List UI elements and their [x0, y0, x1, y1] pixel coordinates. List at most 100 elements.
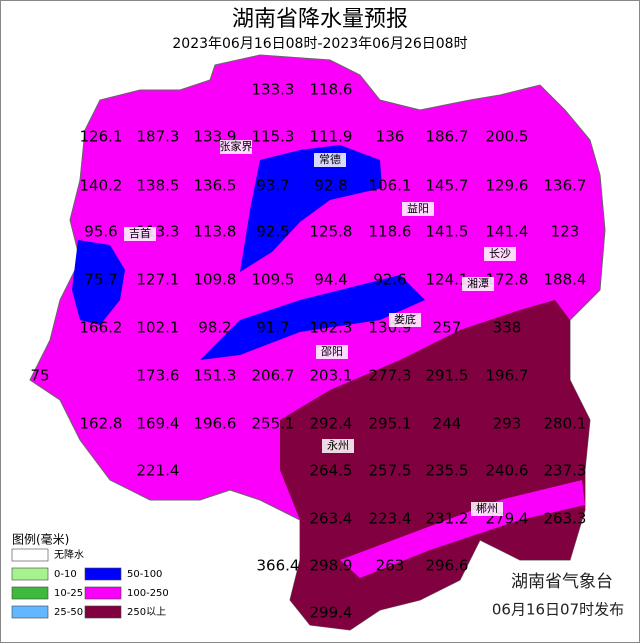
legend-swatch	[11, 605, 49, 619]
station-value: 92.6	[373, 271, 406, 289]
legend-label: 250以上	[127, 606, 166, 618]
legend-swatch	[11, 567, 49, 581]
station-value: 263.3	[544, 510, 587, 528]
station-value: 102.1	[137, 319, 180, 337]
station-value: 124.1	[426, 271, 469, 289]
station-value: 95.6	[84, 223, 117, 241]
city-label: 郴州	[476, 501, 498, 515]
subtitle: 2023年06月16日08时-2023年06月26日08时	[172, 36, 467, 52]
station-value: 141.4	[486, 223, 529, 241]
station-value: 296.6	[426, 557, 469, 575]
region-50-100-north	[240, 145, 382, 272]
issued: 06月16日07时发布	[492, 601, 624, 619]
station-value: 244	[433, 415, 462, 433]
station-value: 166.2	[80, 319, 123, 337]
city-label: 益阳	[407, 201, 429, 215]
station-value: 277.3	[369, 367, 412, 385]
legend-label: 25-50	[54, 607, 83, 618]
station-value: 75	[30, 367, 49, 385]
city-label: 长沙	[489, 247, 511, 260]
station-value: 136.5	[194, 177, 237, 195]
station-value: 93.7	[256, 177, 289, 195]
station-value: 126.1	[80, 128, 123, 146]
station-value: 115.3	[252, 128, 295, 146]
station-value: 140.2	[80, 177, 123, 195]
station-value: 75.7	[84, 271, 117, 289]
city-label: 娄底	[394, 312, 416, 326]
legend-swatch	[11, 586, 49, 600]
city-label-bg	[471, 502, 503, 516]
city-label-bg	[484, 247, 516, 261]
station-value: 145.7	[426, 177, 469, 195]
station-value: 172.8	[486, 271, 529, 289]
station-value: 109.5	[252, 271, 295, 289]
city-label: 吉首	[129, 226, 151, 240]
city-label: 张家界	[220, 139, 253, 153]
legend-swatch	[11, 548, 49, 562]
city-label-bg	[389, 313, 421, 327]
city-label: 湘潭	[467, 276, 489, 290]
station-value: 186.7	[426, 128, 469, 146]
station-value: 206.7	[252, 367, 295, 385]
region-250-plus	[280, 300, 590, 630]
station-value: 92.5	[256, 223, 289, 241]
station-value: 94.4	[314, 271, 347, 289]
station-value: 338	[493, 319, 522, 337]
station-value: 98.2	[198, 319, 231, 337]
station-value: 291.5	[426, 367, 469, 385]
station-value: 136	[376, 128, 405, 146]
station-value: 237.3	[544, 462, 587, 480]
city-label-bg	[314, 153, 346, 167]
station-value: 125.8	[310, 223, 353, 241]
legend-title: 图例(毫米)	[12, 532, 69, 547]
station-value: 366.4	[257, 557, 300, 575]
station-value: 257.5	[369, 462, 412, 480]
legend-label: 无降水	[54, 548, 84, 561]
station-value: 240.6	[486, 462, 529, 480]
station-value: 196.6	[194, 415, 237, 433]
title: 湖南省降水量预报	[232, 7, 408, 32]
legend-swatch	[84, 586, 122, 600]
station-value: 141.5	[426, 223, 469, 241]
station-value: 196.7	[486, 367, 529, 385]
city-label-bg	[124, 227, 156, 241]
station-value: 133.3	[252, 81, 295, 99]
station-value: 138.5	[137, 177, 180, 195]
station-value: 263.4	[310, 510, 353, 528]
station-value: 118.6	[369, 223, 412, 241]
station-value: 280.1	[544, 415, 587, 433]
station-value: 151.3	[194, 367, 237, 385]
station-value: 263	[376, 557, 405, 575]
station-value: 298.9	[310, 557, 353, 575]
legend-label: 0-10	[54, 569, 77, 580]
station-value: 264.5	[310, 462, 353, 480]
station-value: 255.1	[252, 415, 295, 433]
station-value: 106.1	[369, 177, 412, 195]
station-value: 109.8	[194, 271, 237, 289]
station-value: 235.5	[426, 462, 469, 480]
city-label-bg	[220, 140, 252, 154]
station-value: 129.6	[486, 177, 529, 195]
city-label-bg	[402, 202, 434, 216]
station-value: 188.4	[544, 271, 587, 289]
station-value: 231.2	[426, 510, 469, 528]
region-100-250-band	[340, 480, 585, 578]
legend-label: 10-25	[54, 588, 83, 599]
region-50-100-west	[72, 240, 125, 325]
station-value: 257	[433, 319, 462, 337]
city-label: 邵阳	[321, 345, 343, 358]
station-value: 173.6	[137, 367, 180, 385]
station-value: 91.7	[256, 319, 289, 337]
station-value: 221.4	[137, 462, 180, 480]
region-50-100-central	[200, 275, 425, 360]
station-value: 223.4	[369, 510, 412, 528]
legend-label: 50-100	[127, 569, 162, 580]
station-value: 92.8	[314, 177, 347, 195]
legend-label: 100-250	[127, 588, 169, 599]
station-value: 200.5	[486, 128, 529, 146]
city-label-bg	[322, 439, 354, 453]
legend: 图例(毫米) 无降水 0-10 10-25 25-50 50-100 100-250 250…	[11, 532, 169, 619]
